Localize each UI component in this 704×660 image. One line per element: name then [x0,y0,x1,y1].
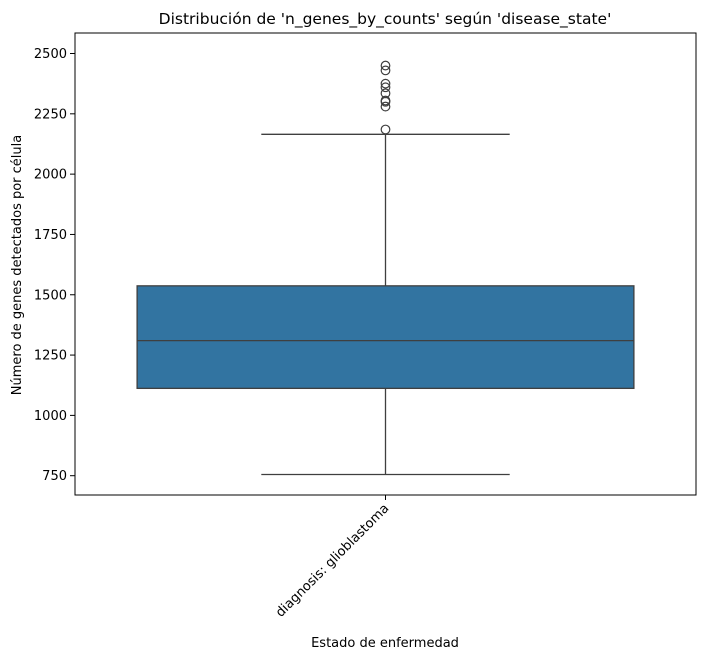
y-tick-label: 2500 [34,47,67,62]
chart-title: Distribución de 'n_genes_by_counts' segú… [159,10,612,29]
y-tick-label: 2000 [34,168,67,183]
y-tick-label: 1250 [34,349,67,364]
outlier-point [380,88,391,99]
outlier-point [380,78,391,89]
plot-area [74,32,697,496]
y-axis-label: Número de genes detectados por célula [10,135,25,395]
y-tick-label: 1000 [34,409,67,424]
outlier-point [380,82,391,93]
y-tick-label: 1500 [34,288,67,303]
outlier-point [380,65,391,76]
y-tick-label: 750 [42,469,67,484]
x-tick-label: diagnosis: glioblastoma [273,501,392,620]
iqr-box [136,285,635,390]
y-axis: 750 1000 1250 1500 1750 2000 2250 2500 [34,47,75,484]
outlier-point [380,95,391,106]
x-axis: diagnosis: glioblastoma [273,495,392,620]
outlier-point [380,101,391,112]
x-axis-label: Estado de enfermedad [311,636,459,651]
y-tick-label: 2250 [34,107,67,122]
outlier-point [380,60,391,71]
outlier-point [380,124,391,135]
y-tick-label: 1750 [34,228,67,243]
